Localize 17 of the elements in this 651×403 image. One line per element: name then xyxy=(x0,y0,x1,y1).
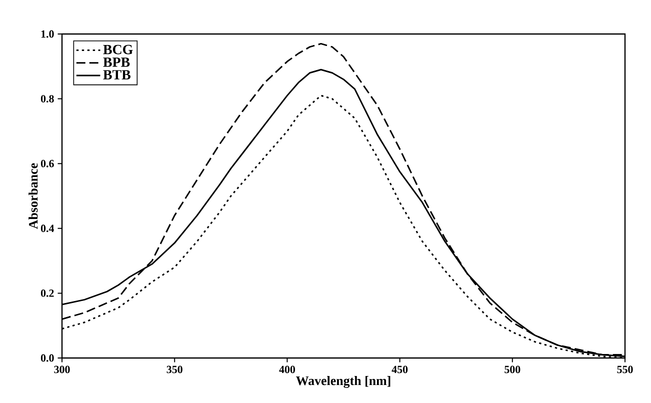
x-tick-label: 350 xyxy=(166,366,182,374)
y-tick-label: 1.0 xyxy=(41,30,54,38)
legend-label: BCG xyxy=(103,44,133,54)
x-tick-label: 450 xyxy=(392,366,408,374)
x-tick-label: 300 xyxy=(54,366,70,374)
x-tick-label: 400 xyxy=(279,366,296,374)
y-tick-label: 0.2 xyxy=(40,289,54,297)
x-tick-label: 550 xyxy=(617,366,633,374)
legend-label: BPB xyxy=(103,58,130,67)
x-axis-title: Wavelength [nm] xyxy=(296,376,390,388)
x-tick-label: 500 xyxy=(504,366,520,374)
y-tick-label: 0.8 xyxy=(40,95,54,103)
y-tick-label: 0.4 xyxy=(40,224,54,232)
y-tick-label: 0.0 xyxy=(40,354,54,362)
legend-label: BTB xyxy=(103,70,130,80)
y-axis-title: Absorbance xyxy=(28,163,38,229)
y-tick-label: 0.6 xyxy=(40,160,54,168)
